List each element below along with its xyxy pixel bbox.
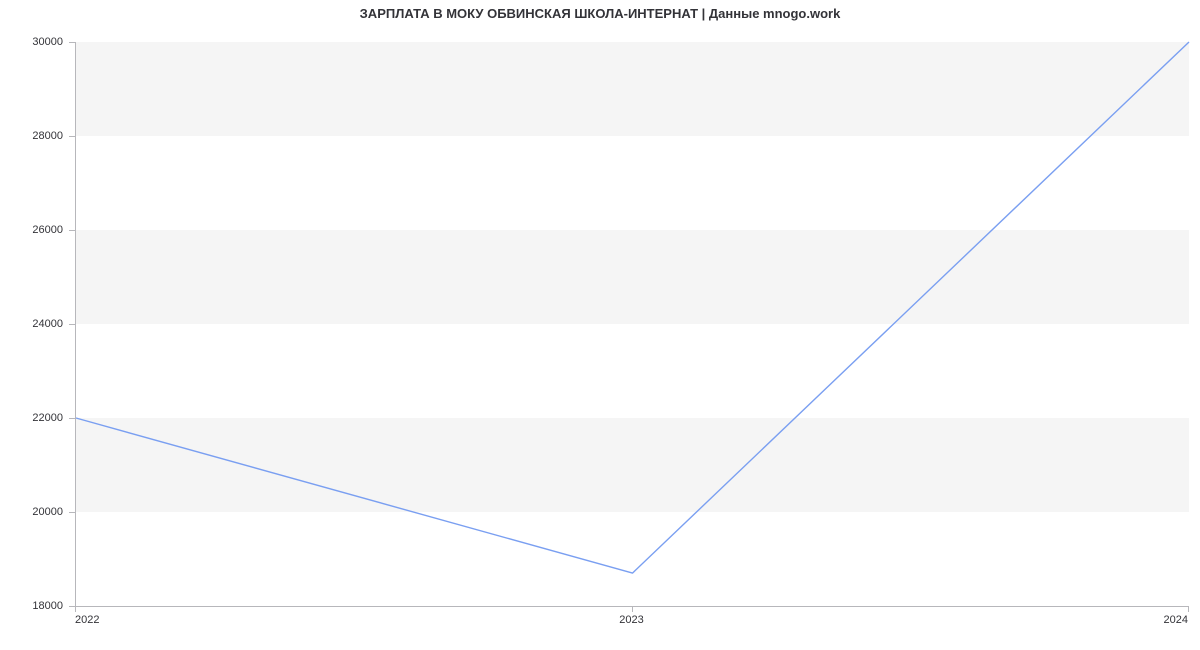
series-salary [76, 42, 1189, 573]
y-tick-label: 26000 [0, 224, 63, 236]
x-tick [632, 606, 633, 612]
plot-area [75, 42, 1189, 607]
y-tick [69, 324, 75, 325]
y-tick-label: 22000 [0, 412, 63, 424]
line-layer [76, 42, 1189, 606]
x-tick [1188, 606, 1189, 612]
y-tick-label: 28000 [0, 130, 63, 142]
x-tick [75, 606, 76, 612]
y-tick-label: 24000 [0, 318, 63, 330]
y-tick [69, 418, 75, 419]
y-tick [69, 230, 75, 231]
x-tick-label: 2023 [619, 614, 643, 626]
y-tick [69, 136, 75, 137]
y-tick [69, 512, 75, 513]
chart-title: ЗАРПЛАТА В МОКУ ОБВИНСКАЯ ШКОЛА-ИНТЕРНАТ… [0, 6, 1200, 21]
x-tick-label: 2024 [1164, 614, 1188, 626]
x-tick-label: 2022 [75, 614, 99, 626]
y-tick-label: 30000 [0, 36, 63, 48]
y-tick-label: 18000 [0, 600, 63, 612]
salary-line-chart: ЗАРПЛАТА В МОКУ ОБВИНСКАЯ ШКОЛА-ИНТЕРНАТ… [0, 0, 1200, 650]
y-tick [69, 42, 75, 43]
y-tick-label: 20000 [0, 506, 63, 518]
